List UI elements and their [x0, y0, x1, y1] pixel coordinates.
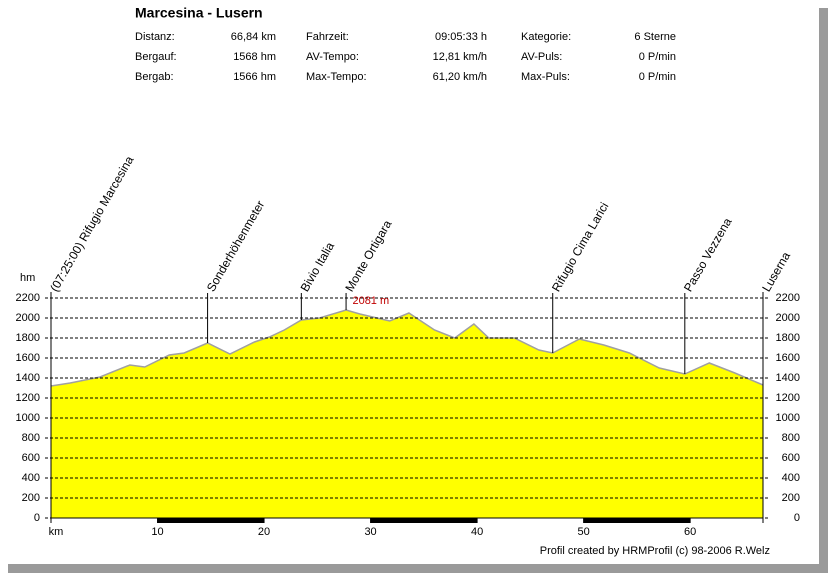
- stat-label: Fahrzeit:: [306, 31, 349, 43]
- y-axis-label: hm: [20, 272, 35, 284]
- x-tick-label: 50: [577, 526, 589, 538]
- y2-tick-label: 400: [782, 472, 800, 484]
- stat-value: 0 P/min: [639, 71, 676, 83]
- y2-tick-label: 1800: [776, 332, 800, 344]
- elevation-line: [50, 309, 764, 387]
- y-tick-label: 400: [22, 472, 40, 484]
- y-tick-label: 200: [22, 492, 40, 504]
- stat-label: Max-Tempo:: [306, 71, 367, 83]
- x-axis-label: km: [49, 526, 64, 538]
- stat-value: 1568 hm: [233, 51, 276, 63]
- y2-tick-label: 800: [782, 432, 800, 444]
- x-tick-label: 20: [258, 526, 270, 538]
- chart-title: Marcesina - Lusern: [135, 5, 263, 21]
- y2-tick-label: 200: [782, 492, 800, 504]
- y2-tick-label: 1400: [776, 372, 800, 384]
- x-tick-label: 60: [684, 526, 696, 538]
- stat-label: AV-Puls:: [521, 51, 562, 63]
- distance-bar: [157, 518, 265, 523]
- y-tick-label: 1200: [16, 392, 40, 404]
- stat-value: 1566 hm: [233, 71, 276, 83]
- stat-value: 0 P/min: [639, 51, 676, 63]
- x-tick-label: 40: [471, 526, 483, 538]
- y2-tick-label: 1600: [776, 352, 800, 364]
- x-tick-label: 10: [151, 526, 163, 538]
- y2-tick-label: 0: [794, 512, 800, 524]
- y-tick-label: 1400: [16, 372, 40, 384]
- y2-tick-label: 600: [782, 452, 800, 464]
- stat-label: Bergauf:: [135, 51, 177, 63]
- y-tick-label: 1000: [16, 412, 40, 424]
- x-tick-label: 30: [364, 526, 376, 538]
- distance-bar: [583, 518, 691, 523]
- y-tick-label: 600: [22, 452, 40, 464]
- stat-value: 66,84 km: [231, 31, 276, 43]
- stat-label: Bergab:: [135, 71, 174, 83]
- footer: Profil created by HRMProfil (c) 98-2006 …: [540, 545, 770, 557]
- stat-value: 12,81 km/h: [433, 51, 487, 63]
- y2-tick-label: 1200: [776, 392, 800, 404]
- y-tick-label: 1800: [16, 332, 40, 344]
- distance-bar: [370, 518, 478, 523]
- y-tick-label: 1600: [16, 352, 40, 364]
- elevation-area: [51, 310, 763, 518]
- y2-tick-label: 2200: [776, 292, 800, 304]
- y2-tick-label: 2000: [776, 312, 800, 324]
- stat-label: Distanz:: [135, 31, 175, 43]
- stat-value: 61,20 km/h: [433, 71, 487, 83]
- stat-value: 6 Sterne: [634, 31, 676, 43]
- max-label: 2081 m: [352, 295, 389, 307]
- stat-label: Kategorie:: [521, 31, 571, 43]
- stat-value: 09:05:33 h: [435, 31, 487, 43]
- y2-tick-label: 1000: [776, 412, 800, 424]
- y-tick-label: 2000: [16, 312, 40, 324]
- y-tick-label: 800: [22, 432, 40, 444]
- stat-label: Max-Puls:: [521, 71, 570, 83]
- stat-label: AV-Tempo:: [306, 51, 359, 63]
- y-tick-label: 2200: [16, 292, 40, 304]
- y-tick-label: 0: [34, 512, 40, 524]
